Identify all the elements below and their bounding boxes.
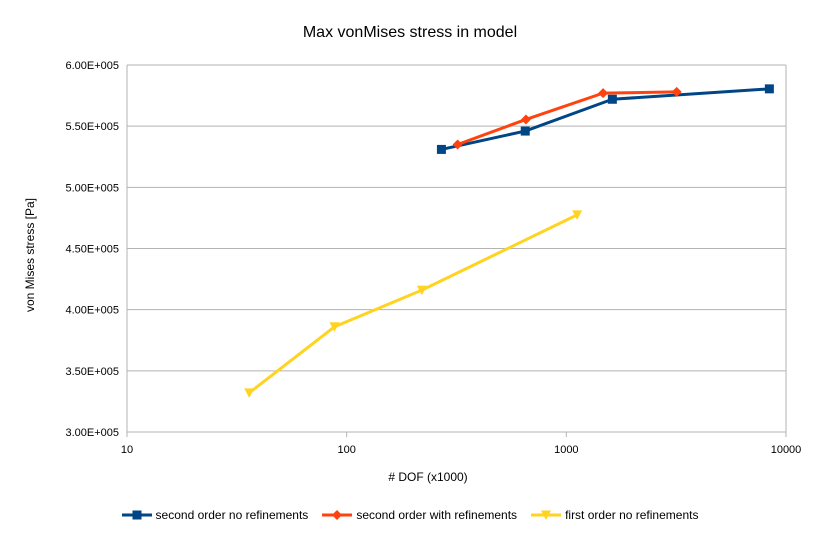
tick-labels: 3.00E+005 3.50E+005 4.00E+005 4.50E+005 5.00…: [65, 60, 801, 456]
x-tick-label: 1000: [554, 444, 578, 456]
legend-label: second order no refinements: [155, 508, 309, 522]
data-point: [520, 126, 530, 136]
y-tick-label: 3.00E+005: [65, 427, 119, 439]
data-point: [244, 388, 255, 398]
series-line: [441, 87, 770, 151]
x-tick-label: 10000: [771, 444, 802, 456]
y-axis-label: von Mises stress [Pa]: [23, 198, 37, 312]
x-axis-label: # DOF (x1000): [388, 470, 467, 484]
legend-label: second order with refinements: [356, 508, 518, 522]
legend-swatch-marker: [132, 510, 142, 520]
legend-item: second order with refinements: [322, 508, 517, 522]
legend-swatch-marker: [332, 510, 343, 520]
legend-swatch: [531, 510, 562, 520]
data-point: [329, 322, 340, 332]
series-2: [452, 86, 682, 150]
x-tick-label: 100: [337, 444, 355, 456]
y-tick-label: 4.00E+005: [65, 305, 119, 317]
series-group: [244, 84, 774, 398]
legend-item: second order no refinements: [121, 508, 309, 522]
axes: [126, 65, 787, 437]
chart: Max vonMises stress in model 3.00E+0053.…: [23, 24, 801, 484]
series-3: [244, 210, 583, 398]
y-tick-label: 6.00E+005: [65, 60, 119, 72]
legend-swatch: [322, 510, 353, 520]
y-tick-label: 3.50E+005: [65, 366, 119, 378]
gridlines: [127, 64, 786, 433]
series-1: [436, 84, 774, 154]
data-point: [598, 88, 609, 99]
y-tick-label: 5.50E+005: [65, 121, 119, 133]
data-point: [764, 84, 774, 94]
data-point: [572, 210, 583, 220]
legend-item: first order no refinements: [531, 508, 698, 522]
legend-swatch: [121, 510, 152, 520]
data-point: [416, 285, 427, 296]
legend: second order no refinements second order …: [0, 505, 820, 525]
data-point: [452, 139, 463, 150]
chart-title: Max vonMises stress in model: [303, 24, 517, 41]
data-point: [671, 86, 682, 97]
series-line: [248, 213, 578, 395]
y-tick-label: 5.00E+005: [65, 182, 119, 194]
legend-swatch-marker: [541, 510, 552, 520]
x-tick-label: 10: [121, 444, 133, 456]
legend-label: first order no refinements: [565, 508, 699, 522]
y-tick-label: 4.50E+005: [65, 244, 119, 256]
data-point: [607, 94, 617, 104]
series-line: [457, 90, 677, 146]
data-point: [436, 144, 446, 154]
data-point: [520, 114, 531, 125]
